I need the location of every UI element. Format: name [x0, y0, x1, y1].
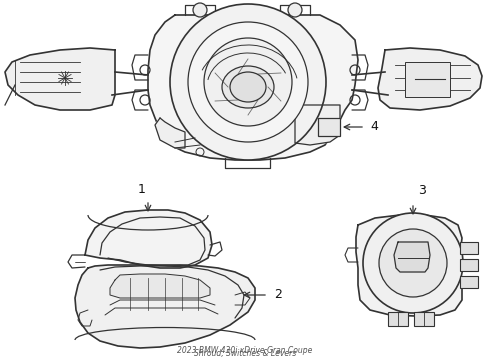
Circle shape: [188, 22, 308, 142]
Text: Shroud, Switches & Levers: Shroud, Switches & Levers: [194, 349, 296, 358]
Circle shape: [379, 229, 447, 297]
Circle shape: [288, 3, 302, 17]
Text: 4: 4: [370, 121, 378, 134]
Circle shape: [204, 38, 292, 126]
Text: 2: 2: [274, 288, 282, 302]
Polygon shape: [148, 15, 358, 160]
Polygon shape: [85, 210, 212, 268]
Polygon shape: [5, 48, 115, 110]
Circle shape: [363, 213, 463, 313]
Bar: [405, 62, 450, 97]
Text: 2023 BMW 430i xDrive Gran Coupe: 2023 BMW 430i xDrive Gran Coupe: [177, 346, 313, 355]
Polygon shape: [356, 215, 462, 316]
Circle shape: [193, 3, 207, 17]
Bar: [460, 242, 478, 254]
Text: 1: 1: [138, 183, 146, 196]
Text: 3: 3: [418, 184, 426, 197]
Bar: [460, 259, 478, 271]
Polygon shape: [110, 274, 210, 298]
Bar: [318, 118, 340, 136]
Bar: [460, 276, 478, 288]
Bar: [388, 312, 408, 326]
Polygon shape: [155, 118, 185, 148]
Polygon shape: [75, 265, 255, 348]
Bar: [414, 312, 434, 326]
Polygon shape: [378, 48, 482, 110]
Circle shape: [170, 4, 326, 160]
Polygon shape: [394, 242, 430, 272]
Ellipse shape: [230, 72, 266, 102]
Ellipse shape: [222, 66, 274, 108]
Polygon shape: [295, 105, 340, 145]
